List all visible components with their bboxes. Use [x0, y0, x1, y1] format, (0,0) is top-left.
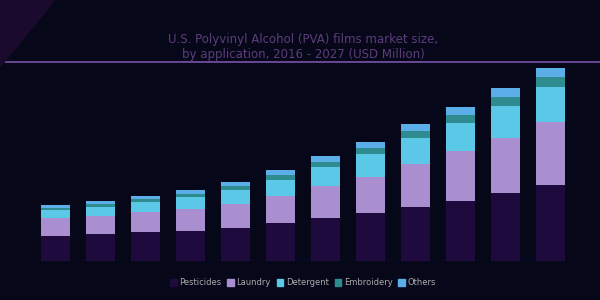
- Bar: [311, 218, 340, 261]
- Bar: [41, 205, 70, 208]
- Bar: [221, 182, 250, 186]
- Bar: [536, 68, 565, 77]
- Bar: [266, 180, 295, 196]
- Bar: [266, 175, 295, 180]
- Bar: [401, 124, 430, 131]
- Bar: [221, 204, 250, 228]
- Bar: [356, 177, 385, 213]
- Bar: [86, 207, 115, 216]
- Bar: [401, 138, 430, 164]
- Bar: [311, 161, 340, 167]
- Bar: [176, 197, 205, 209]
- Bar: [131, 199, 160, 202]
- Bar: [221, 186, 250, 190]
- Bar: [536, 77, 565, 87]
- Legend: Pesticides, Laundry, Detergent, Embroidery, Others: Pesticides, Laundry, Detergent, Embroide…: [167, 275, 439, 291]
- Bar: [356, 154, 385, 177]
- Bar: [491, 88, 520, 97]
- Bar: [536, 122, 565, 185]
- Bar: [131, 202, 160, 212]
- Bar: [401, 207, 430, 261]
- Bar: [356, 213, 385, 261]
- Bar: [41, 218, 70, 236]
- Bar: [356, 142, 385, 148]
- Title: U.S. Polyvinyl Alcohol (PVA) films market size,
by application, 2016 - 2027 (USD: U.S. Polyvinyl Alcohol (PVA) films marke…: [168, 33, 438, 61]
- Bar: [266, 170, 295, 175]
- Bar: [86, 201, 115, 204]
- Bar: [176, 231, 205, 261]
- Bar: [86, 204, 115, 207]
- Bar: [311, 156, 340, 161]
- Bar: [86, 216, 115, 234]
- Bar: [491, 97, 520, 106]
- Bar: [86, 234, 115, 261]
- Bar: [401, 131, 430, 138]
- Bar: [446, 115, 475, 122]
- Bar: [41, 236, 70, 261]
- Bar: [401, 164, 430, 207]
- Bar: [221, 228, 250, 261]
- Bar: [131, 196, 160, 199]
- Bar: [491, 106, 520, 138]
- Bar: [266, 196, 295, 223]
- Bar: [131, 212, 160, 232]
- Bar: [446, 106, 475, 115]
- Bar: [176, 190, 205, 194]
- Bar: [536, 185, 565, 261]
- Bar: [176, 194, 205, 197]
- Bar: [446, 151, 475, 200]
- Bar: [491, 138, 520, 193]
- Bar: [41, 208, 70, 210]
- Bar: [41, 210, 70, 218]
- Bar: [176, 209, 205, 231]
- Bar: [131, 232, 160, 261]
- Bar: [221, 190, 250, 204]
- Bar: [266, 223, 295, 261]
- Bar: [311, 167, 340, 186]
- Bar: [446, 122, 475, 151]
- Bar: [491, 193, 520, 261]
- Bar: [311, 186, 340, 218]
- Bar: [356, 148, 385, 154]
- Bar: [536, 87, 565, 122]
- Bar: [446, 200, 475, 261]
